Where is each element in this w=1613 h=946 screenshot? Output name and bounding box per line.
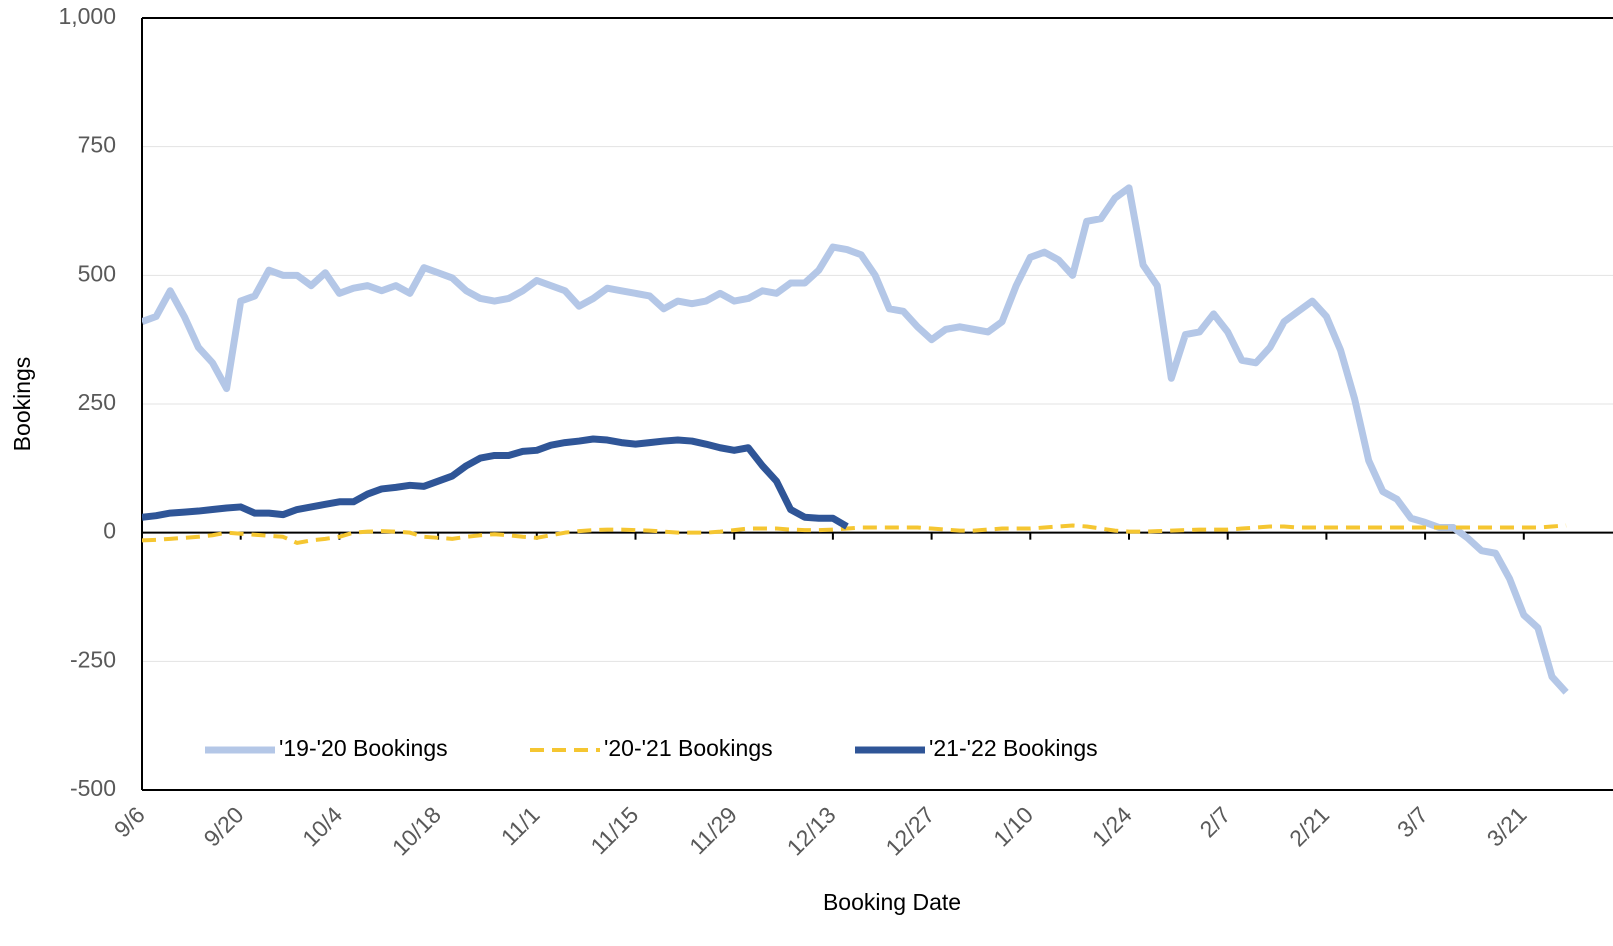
y-axis-label: Bookings [9,357,35,452]
x-tick-label: 11/15 [585,801,643,859]
x-tick-label: 1/10 [988,801,1038,851]
y-tick-label: 0 [103,518,116,544]
x-tick-label: 3/7 [1392,801,1433,842]
series-line [142,523,1567,545]
series-line [142,184,1569,695]
x-tick-label: 2/7 [1195,801,1236,842]
x-tick-label: 1/24 [1087,801,1137,851]
plot-area [142,184,1569,695]
legend-label: '19-'20 Bookings [279,735,448,761]
x-tick-label: 11/29 [684,801,742,859]
legend-label: '21-'22 Bookings [929,735,1098,761]
x-tick-label: 10/18 [387,801,446,860]
x-axis-label: Booking Date [823,889,961,915]
x-tick-label: 10/4 [297,801,347,851]
x-tick-label: 12/13 [782,801,841,860]
y-tick-label: -500 [70,775,116,801]
x-tick-label: 9/6 [109,801,150,842]
y-tick-label: 250 [78,389,116,415]
x-tick-label: 2/21 [1284,801,1334,851]
x-tick-label: 12/27 [880,801,939,860]
x-tick-label: 9/20 [198,801,248,851]
y-tick-label: 500 [78,260,116,286]
legend-label: '20-'21 Bookings [604,735,773,761]
x-tick-label: 11/1 [496,801,545,850]
y-tick-label: 750 [78,132,116,158]
series-line [142,435,849,530]
x-tick-label: 3/21 [1482,801,1532,851]
y-tick-label: 1,000 [58,3,116,29]
y-tick-label: -250 [70,646,116,672]
